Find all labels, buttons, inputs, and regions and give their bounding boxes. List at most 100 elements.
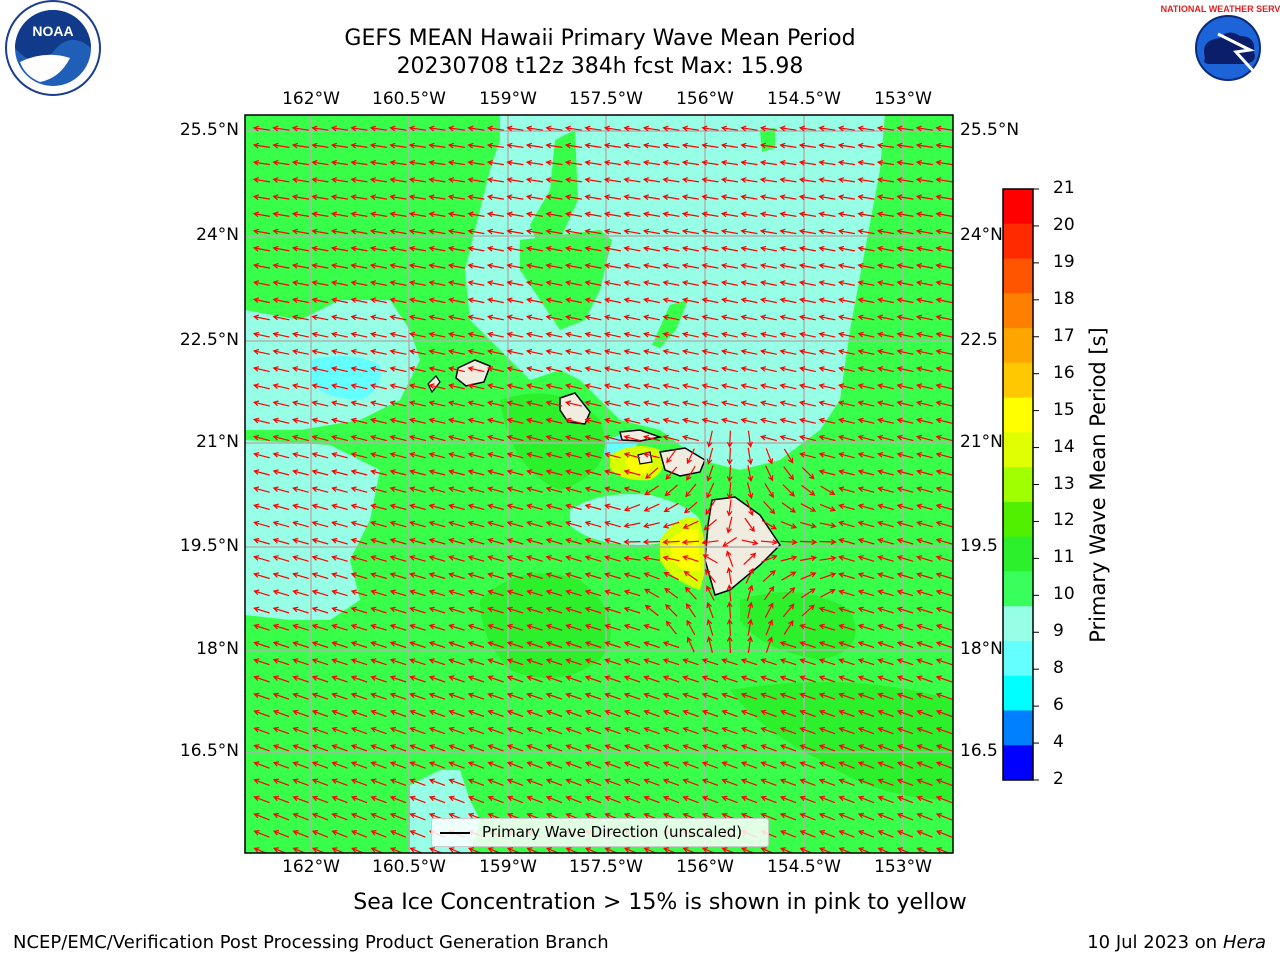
wave-arrow <box>428 761 446 769</box>
wave-arrow <box>818 641 836 649</box>
wave-arrow <box>486 297 504 304</box>
wave-arrow <box>759 228 778 235</box>
wave-arrow <box>331 486 348 493</box>
wave-arrow <box>350 503 368 511</box>
wave-arrow <box>506 795 524 804</box>
wave-arrow <box>643 761 660 769</box>
wave-arrow <box>369 366 387 373</box>
wave-arrow <box>838 812 855 821</box>
wave-arrow <box>370 486 387 493</box>
wave-arrow <box>857 623 875 631</box>
wave-arrow <box>565 744 582 752</box>
wave-arrow <box>545 778 563 786</box>
wave-arrow <box>681 159 699 166</box>
wave-arrow <box>799 726 816 735</box>
wave-arrow <box>935 263 953 269</box>
wave-arrow <box>779 417 797 424</box>
noaa-logo-text: NOAA <box>32 23 73 39</box>
wave-arrow <box>272 383 290 390</box>
wave-arrow <box>702 554 718 564</box>
wave-arrow <box>331 675 348 683</box>
wave-arrow <box>564 366 582 373</box>
wave-arrow <box>428 125 446 132</box>
wave-arrow <box>759 125 777 132</box>
wave-arrow <box>467 675 485 683</box>
wave-arrow <box>506 675 524 683</box>
wave-arrow <box>644 604 659 617</box>
wave-arrow <box>747 618 754 636</box>
wave-arrow <box>408 417 426 424</box>
wave-arrow <box>896 503 914 511</box>
wave-arrow <box>706 618 714 636</box>
wave-arrow <box>564 331 582 338</box>
wave-arrow <box>623 486 641 493</box>
island-kauai <box>455 359 491 387</box>
wave-arrow <box>603 400 621 407</box>
wave-arrow <box>706 430 713 448</box>
wave-arrow <box>311 744 329 752</box>
wave-arrow <box>935 641 953 649</box>
wave-arrow <box>798 125 816 132</box>
wave-arrow <box>253 452 270 459</box>
wave-arrow <box>506 400 524 407</box>
wave-arrow <box>818 658 836 666</box>
wave-arrow <box>935 452 953 459</box>
wave-arrow <box>818 348 836 355</box>
wave-arrow <box>565 503 582 511</box>
wave-arrow <box>720 245 739 252</box>
wave-arrow <box>350 125 368 132</box>
wave-arrow <box>935 366 953 373</box>
wave-arrow <box>311 194 329 201</box>
wave-arrow <box>799 709 816 718</box>
colorbar-tick-label: 11 <box>1053 547 1075 568</box>
wave-arrow <box>370 847 385 853</box>
wave-arrow <box>603 177 621 183</box>
wave-arrow <box>876 331 894 338</box>
wave-arrow <box>311 245 329 252</box>
wave-arrow <box>798 263 817 269</box>
wave-arrow <box>701 142 719 149</box>
wave-arrow <box>584 503 602 511</box>
wave-arrow <box>350 692 368 700</box>
wave-arrow <box>818 417 836 424</box>
wave-arrow <box>428 692 446 700</box>
wave-arrow <box>428 658 446 666</box>
wave-arrow <box>896 331 914 338</box>
wave-arrow <box>681 228 700 235</box>
wave-arrow <box>331 761 348 769</box>
wave-arrow <box>331 830 348 838</box>
wave-arrow <box>760 539 779 546</box>
wave-arrow <box>467 469 485 476</box>
wave-arrow <box>759 159 777 166</box>
wave-arrow <box>877 623 894 631</box>
wave-arrow <box>350 366 368 373</box>
wave-arrow <box>740 847 756 853</box>
wave-arrow <box>448 537 465 545</box>
wave-arrow <box>330 417 348 424</box>
wave-arrow <box>408 228 427 235</box>
wave-arrow <box>783 466 795 481</box>
wave-arrow <box>838 537 855 545</box>
wave-arrow <box>623 211 641 218</box>
wave-arrow <box>389 726 407 735</box>
wave-arrow <box>253 469 270 476</box>
wave-arrow <box>291 245 310 252</box>
wave-arrow <box>370 709 387 718</box>
wave-arrow <box>896 486 914 493</box>
wave-arrow <box>663 502 679 513</box>
wave-arrow <box>760 847 775 853</box>
wave-arrow <box>331 537 348 545</box>
wave-arrow <box>876 383 894 390</box>
wave-arrow <box>545 537 563 545</box>
wave-arrow <box>740 692 758 700</box>
wave-arrow <box>681 314 699 321</box>
wave-arrow <box>447 142 465 149</box>
wave-arrow <box>721 692 738 700</box>
wave-arrow <box>642 211 661 218</box>
wave-arrow <box>603 245 622 252</box>
wave-arrow <box>428 314 446 321</box>
wave-arrow <box>428 142 446 149</box>
wave-arrow <box>389 125 407 132</box>
wave-arrow <box>759 280 777 286</box>
wave-arrow <box>896 159 914 166</box>
